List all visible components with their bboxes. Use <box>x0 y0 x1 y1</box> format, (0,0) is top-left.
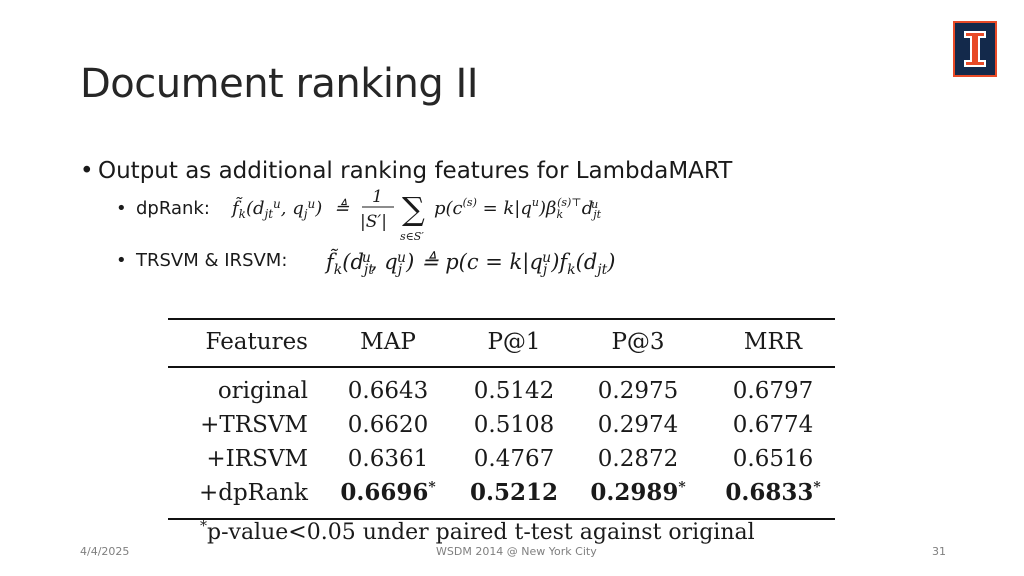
table-cell: 0.5108 <box>473 412 555 438</box>
svg-text:|S′|: |S′| <box>360 212 387 232</box>
footnote-star: * <box>200 518 207 535</box>
dprank-formula: f̃k(djtu, qju) ≜ 1 |S′| ∑ s∈S′ p(c(s) = … <box>230 184 652 247</box>
table-cell: original <box>217 378 308 404</box>
header-cell: MRR <box>743 329 803 355</box>
table-cell: 0.6620 <box>347 412 429 438</box>
table-row-highlight: +dpRank 0.6696* 0.5212 0.2989* 0.6833* <box>168 476 835 510</box>
significance-star: * <box>678 479 686 496</box>
trsvm-irsvm-formula: f̃k(djtu, qju) ≜ p(c = k|qju)fk(djt) <box>324 247 686 288</box>
svg-text:≜: ≜ <box>334 198 350 219</box>
university-logo-icon <box>953 21 997 77</box>
table-cell: +TRSVM <box>200 412 308 438</box>
cell-value: 0.2989 <box>590 479 679 506</box>
table-cell: 0.6361 <box>347 446 429 472</box>
footnote-text: p-value<0.05 under paired t-test against… <box>207 520 755 545</box>
table-row: +IRSVM 0.6361 0.4767 0.2872 0.6516 <box>168 442 835 476</box>
main-bullet: • Output as additional ranking features f… <box>80 156 732 186</box>
svg-text:p(c(s) = k|qu)βk(s)⊤djtu: p(c(s) = k|qu)βk(s)⊤djtu <box>434 196 602 221</box>
cell-value: 0.6696 <box>340 479 429 506</box>
header-cell: P@3 <box>611 329 665 355</box>
significance-star: * <box>428 479 436 496</box>
cell-value: 0.6833 <box>725 479 814 506</box>
table-header-row: Features MAP P@1 P@3 MRR <box>168 325 835 359</box>
sub-bullet-dprank: • dpRank: <box>116 197 210 221</box>
table-row: +TRSVM 0.6620 0.5108 0.2974 0.6774 <box>168 408 835 442</box>
table-cell: 0.2974 <box>597 412 679 438</box>
sub-bullet-label: TRSVM & IRSVM: <box>136 250 288 271</box>
bullet-dot: • <box>80 158 94 184</box>
sub-bullet-trsvm-irsvm: • TRSVM & IRSVM: <box>116 249 287 273</box>
table-cell: 0.5142 <box>473 378 555 404</box>
footer-date: 4/4/2025 <box>80 545 130 558</box>
table-cell-bold: 0.5212 <box>469 479 559 506</box>
table-cell: 0.6516 <box>732 446 814 472</box>
header-cell: P@1 <box>487 329 541 355</box>
table-row: original 0.6643 0.5142 0.2975 0.6797 <box>168 374 835 408</box>
table-footnote: *p-value<0.05 under paired t-test agains… <box>200 520 755 545</box>
footer-venue: WSDM 2014 @ New York City <box>436 545 597 558</box>
table-cell-bold: 0.6696* <box>338 476 438 510</box>
table-cell-bold: 0.6833* <box>718 476 828 510</box>
table-top-rule <box>168 318 835 320</box>
header-cell: MAP <box>360 329 416 355</box>
slide-title: Document ranking II <box>80 61 479 107</box>
table-mid-rule <box>168 366 835 368</box>
table-cell: 0.4767 <box>473 446 555 472</box>
footer-page-number: 31 <box>932 545 946 558</box>
significance-star: * <box>813 479 821 496</box>
table-cell: 0.2975 <box>597 378 679 404</box>
table-cell: +dpRank <box>198 480 308 506</box>
table-cell: 0.6643 <box>347 378 429 404</box>
svg-text:1: 1 <box>372 187 383 207</box>
table-cell-bold: 0.2989* <box>588 476 688 510</box>
table-cell: 0.6797 <box>732 378 814 404</box>
svg-text:f̃k(djtu, qju) ≜ p(c = k|qju)f: f̃k(djtu, qju) ≜ p(c = k|qju)fk(djt) <box>324 249 615 278</box>
table-cell: 0.2872 <box>597 446 679 472</box>
table-cell: 0.6774 <box>732 412 814 438</box>
table-cell: +IRSVM <box>206 446 308 472</box>
svg-text:f̃k(djtu, qju): f̃k(djtu, qju) <box>230 196 322 221</box>
svg-text:∑: ∑ <box>402 190 425 228</box>
sub-bullet-label: dpRank: <box>136 198 210 219</box>
svg-text:s∈S′: s∈S′ <box>400 230 424 243</box>
bullet-dot: • <box>116 250 127 271</box>
bullet-dot: • <box>116 198 127 219</box>
header-cell: Features <box>205 329 309 355</box>
table-bottom-rule <box>168 518 835 520</box>
main-bullet-text: Output as additional ranking features fo… <box>98 158 733 184</box>
